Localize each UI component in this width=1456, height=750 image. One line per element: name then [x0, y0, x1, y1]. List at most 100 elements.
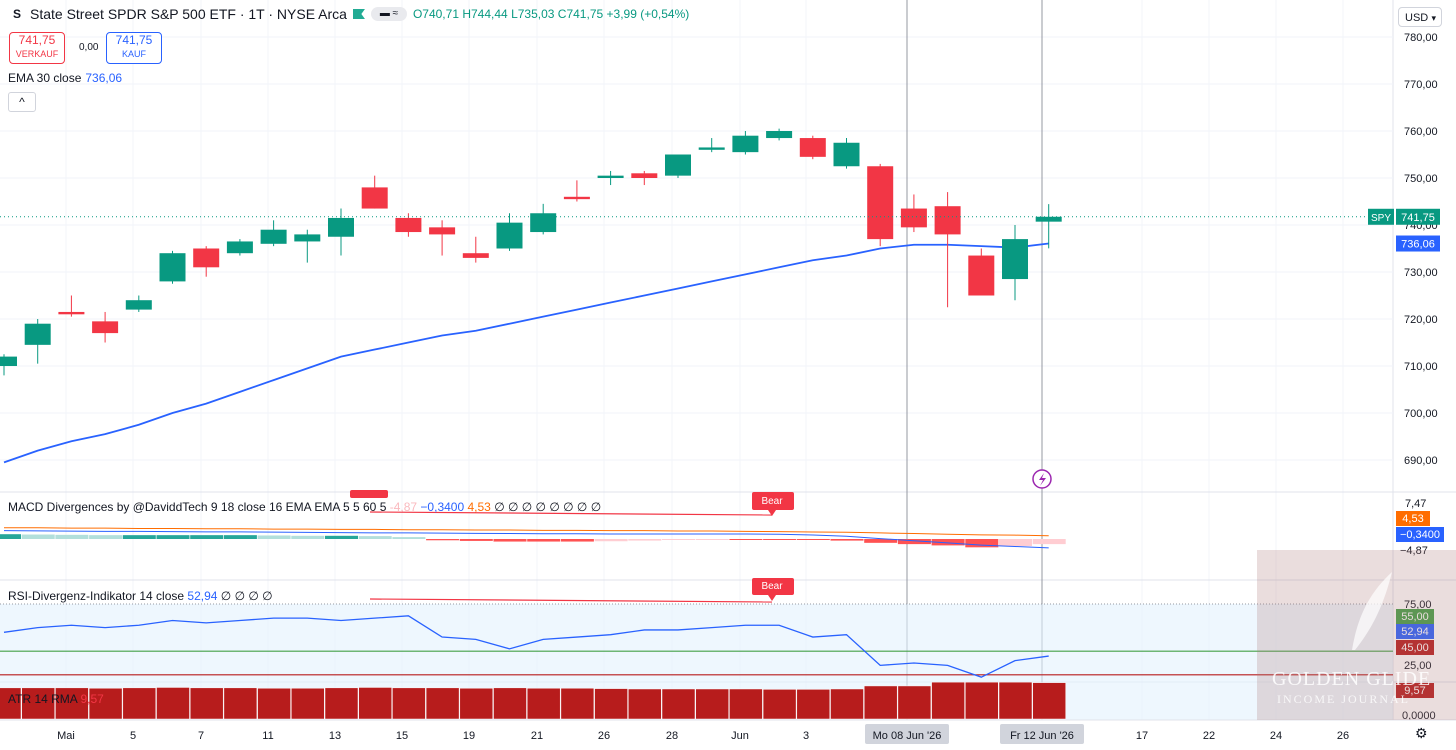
ema-legend[interactable]: EMA 30 close 736,06	[8, 71, 122, 85]
atr-pane	[0, 681, 1066, 720]
candle-body	[665, 154, 691, 176]
atr-bar	[324, 687, 359, 720]
rsi-divergence-line	[369, 598, 773, 603]
candle-body	[563, 196, 590, 200]
ema-value: 736,06	[85, 71, 123, 85]
lightning-bolt	[1039, 473, 1046, 486]
macd-histogram-bar	[426, 539, 460, 541]
change-value: +3,99 (+0,54%)	[606, 7, 690, 21]
candle-body	[125, 300, 152, 310]
candle-body	[92, 321, 119, 334]
candle-body	[900, 208, 927, 228]
ema-price-tag: 736,06	[1401, 239, 1435, 251]
candle-body	[0, 356, 17, 366]
collapse-legend-button[interactable]: ^	[8, 92, 36, 112]
time-tick-label: 3	[803, 730, 809, 742]
buy-price: 741,75	[115, 33, 153, 47]
close-value: C741,75	[557, 7, 604, 21]
sell-button[interactable]: 741,75 VERKAUF	[9, 32, 65, 64]
macd-histogram-bar	[392, 537, 426, 539]
atr-bar	[156, 687, 190, 720]
sell-price: 741,75	[18, 33, 56, 47]
atr-bar	[998, 681, 1033, 720]
macd-histogram-bar	[796, 539, 830, 540]
rsi-label: RSI-Divergenz-Indikator 14 close	[8, 589, 185, 603]
candle-body	[328, 217, 354, 237]
macd-histogram-bar	[459, 539, 493, 541]
symbol-tag-bg	[1368, 208, 1394, 225]
time-tick-label: 26	[598, 730, 610, 742]
candle-body	[968, 255, 995, 296]
candle-body	[496, 222, 523, 249]
candle-body	[193, 248, 220, 268]
rsi-value: 52,94	[187, 589, 218, 603]
macd-histogram-bar	[122, 535, 156, 539]
atr-bar	[189, 687, 224, 720]
flag-icon[interactable]	[352, 9, 365, 19]
candle-body	[530, 213, 557, 233]
atr-bar	[459, 687, 494, 720]
atr-label: ATR 14 RMA	[8, 692, 78, 706]
rsi-tick-label: 25,00	[1404, 660, 1432, 672]
time-tick-label: 28	[666, 730, 678, 742]
atr-bar	[0, 687, 22, 720]
atr-value: 9,57	[80, 692, 104, 706]
currency-select[interactable]: USD	[1398, 7, 1442, 28]
macd-histogram-bar	[830, 539, 864, 541]
settings-gear-icon[interactable]: ⚙	[1415, 725, 1428, 741]
macd-signal-line	[4, 527, 1049, 537]
macd-bear-label-bg	[752, 492, 794, 510]
macd-histogram-bar	[325, 535, 358, 539]
atr-tick-label: 0,0000	[1402, 710, 1436, 722]
macd-histogram-bar	[662, 539, 695, 540]
high-value: H744,44	[462, 7, 508, 21]
atr-bar	[628, 688, 662, 720]
macd-histogram-bar	[257, 535, 291, 539]
price-tick-label: 720,00	[1404, 314, 1438, 326]
candle-body	[429, 227, 456, 235]
time-tick-label: 17	[1136, 730, 1148, 742]
last-price-tag: 741,75	[1401, 212, 1435, 224]
atr-bar	[965, 681, 999, 720]
ohlc-values: O740,71 H744,44 L735,03 C741,75 +3,99 (+…	[413, 7, 689, 21]
atr-bar	[796, 689, 831, 720]
symbol-tag: SPY	[1371, 213, 1391, 224]
time-tick-label: 22	[1203, 730, 1215, 742]
rsi-bear-label-bg	[752, 578, 794, 595]
macd-legend[interactable]: MACD Divergences by @DaviddTech 9 18 clo…	[8, 500, 601, 514]
atr-bar	[122, 687, 157, 720]
atr-bar	[358, 687, 392, 720]
macd-histogram-bar	[89, 535, 123, 539]
macd-histogram-bar	[190, 535, 224, 539]
crosshair-date-bg	[1000, 724, 1084, 744]
price-tick-label: 750,00	[1404, 173, 1438, 185]
watermark-title: GOLDEN GLIDE	[1272, 668, 1432, 690]
candle-body	[597, 175, 624, 178]
candle-body	[395, 217, 422, 233]
crosshair-date-bg	[865, 724, 949, 744]
atr-bar	[695, 688, 729, 720]
macd-tick-label: −4,87	[1400, 545, 1428, 557]
open-value: O740,71	[412, 7, 459, 21]
buy-button[interactable]: 741,75 KAUF	[106, 32, 162, 64]
macd-histogram-bar	[594, 539, 628, 542]
price-tick-label: 780,00	[1404, 32, 1438, 44]
macd-histogram-bar	[729, 539, 763, 540]
macd-histogram-bar	[21, 534, 55, 539]
macd-histogram-bar	[695, 539, 729, 540]
macd-histogram-bar	[223, 535, 257, 539]
macd-histogram-bar	[527, 539, 561, 542]
rsi-legend[interactable]: RSI-Divergenz-Indikator 14 close 52,94 ∅…	[8, 589, 273, 603]
visibility-toggle[interactable]: ▬ ≈	[370, 7, 407, 21]
time-tick-label: 11	[262, 730, 273, 742]
macd-histogram-bar	[763, 539, 797, 540]
time-tick-label: 19	[463, 730, 475, 742]
main-grid	[0, 36, 1393, 461]
symbol-title[interactable]: State Street SPDR S&P 500 ETF · 1T · NYS…	[30, 6, 347, 22]
atr-legend[interactable]: ATR 14 RMA 9,57	[8, 692, 104, 706]
macd-histogram-bar	[931, 539, 965, 546]
price-tick-label: 700,00	[1404, 408, 1438, 420]
ema-line	[3, 242, 1049, 464]
symbol-logo-icon: S	[10, 7, 24, 21]
